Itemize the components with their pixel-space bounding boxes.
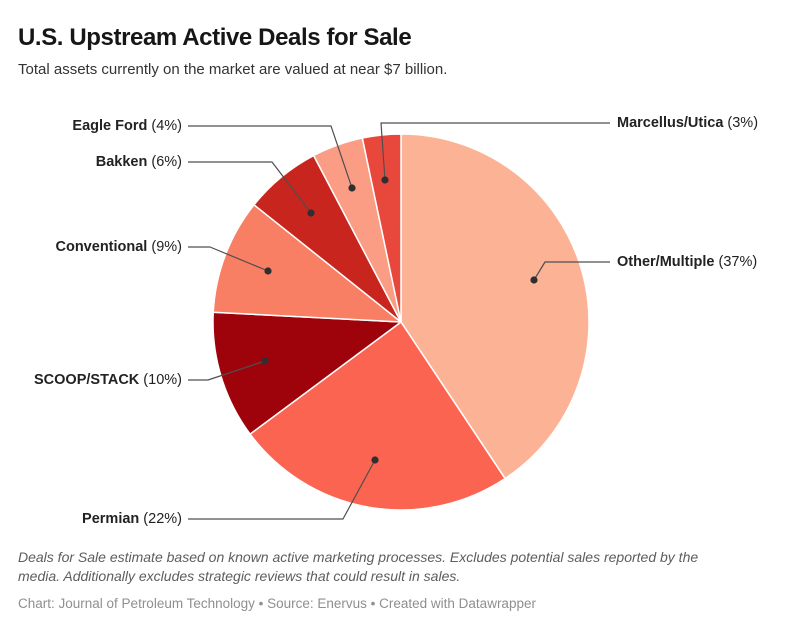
leader-line-permian — [188, 459, 376, 520]
leader-dot-eagle-ford — [348, 184, 356, 192]
pie-slice-permian[interactable] — [249, 321, 506, 511]
pie-slice-conventional[interactable] — [212, 204, 402, 323]
leader-dot-bakken — [307, 209, 315, 217]
leader-dot-other-multiple — [530, 276, 538, 284]
leader-dot-marcellus-utica — [381, 176, 389, 184]
leader-line-marcellus-utica — [380, 122, 610, 181]
leader-dot-scoop-stack — [261, 357, 269, 365]
leader-dot-permian — [371, 456, 379, 464]
pie-chart-svg — [188, 122, 610, 520]
leader-line-other-multiple — [533, 261, 610, 281]
chart-notes: Deals for Sale estimate based on known a… — [18, 549, 699, 584]
leader-line-conventional — [188, 246, 269, 272]
pie-chart-area: Other/Multiple (37%) Permian (22%) SCOOP/S… — [0, 110, 800, 540]
leader-line-scoop-stack — [188, 360, 266, 381]
pie-slice-scoop-stack[interactable] — [212, 311, 402, 435]
leader-line-eagle-ford — [188, 125, 353, 189]
chart-title: U.S. Upstream Active Deals for Sale — [18, 24, 412, 51]
leader-dot-conventional — [264, 267, 272, 275]
leader-line-bakken — [188, 161, 312, 214]
chart-byline: Chart: Journal of Petroleum Technology •… — [18, 596, 536, 611]
chart-subtitle: Total assets currently on the market are… — [18, 61, 448, 78]
